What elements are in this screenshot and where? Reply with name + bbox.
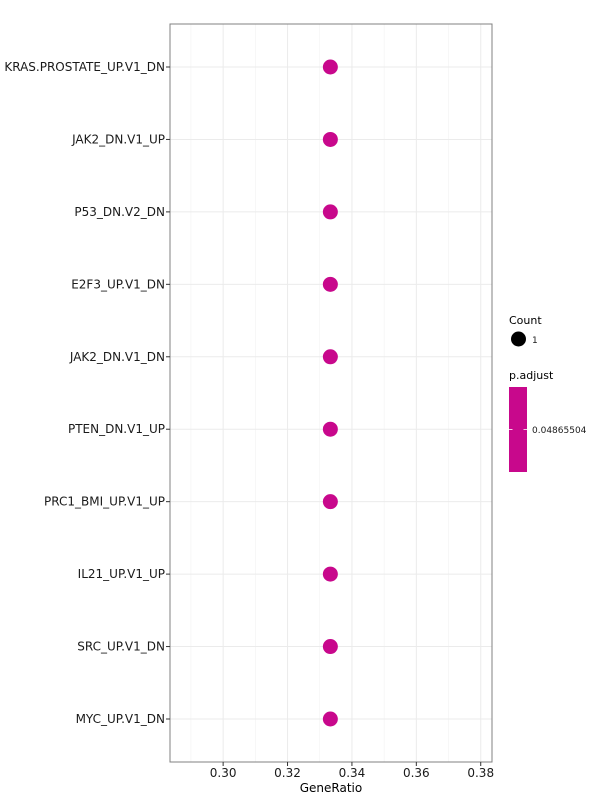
y-tick-label: MYC_UP.V1_DN [76, 712, 165, 726]
data-point [322, 276, 338, 292]
x-tick-label: 0.30 [210, 766, 237, 780]
plot-panel-border [169, 23, 493, 763]
legend: Count 1 p.adjust 0.04865504 [509, 314, 587, 472]
data-point [322, 566, 338, 582]
legend-padjust-title: p.adjust [509, 369, 554, 382]
data-point [322, 59, 338, 75]
x-tick-label: 0.38 [467, 766, 494, 780]
y-tick-label: IL21_UP.V1_UP [78, 567, 165, 581]
data-point [322, 204, 338, 220]
legend-count-label: 1 [532, 336, 538, 346]
x-tick-label: 0.32 [274, 766, 301, 780]
y-tick-label: KRAS.PROSTATE_UP.V1_DN [4, 60, 165, 74]
legend-count-key [511, 331, 526, 347]
data-points [322, 59, 338, 727]
y-tick-label: SRC_UP.V1_DN [77, 640, 165, 654]
x-axis: 0.30 0.32 0.34 0.36 0.38 [210, 762, 494, 780]
y-tick-label: JAK2_DN.V1_DN [69, 350, 165, 364]
x-tick-label: 0.36 [403, 766, 430, 780]
data-point [322, 639, 338, 655]
y-tick-label: P53_DN.V2_DN [74, 205, 165, 219]
data-point [322, 421, 338, 437]
y-tick-label: PTEN_DN.V1_UP [68, 422, 165, 436]
data-point [322, 349, 338, 365]
data-point [322, 131, 338, 147]
x-tick-label: 0.34 [339, 766, 366, 780]
y-tick-label: PRC1_BMI_UP.V1_UP [44, 495, 165, 509]
y-tick-label: JAK2_DN.V1_UP [71, 132, 165, 146]
data-point [322, 494, 338, 510]
legend-padjust-colorbar [509, 387, 527, 472]
y-axis: KRAS.PROSTATE_UP.V1_DN JAK2_DN.V1_UP P53_D… [4, 60, 170, 726]
data-point [322, 711, 338, 727]
x-axis-title: GeneRatio [300, 781, 362, 795]
y-tick-label: E2F3_UP.V1_DN [71, 277, 165, 291]
legend-count-title: Count [509, 314, 542, 327]
legend-padjust-label: 0.04865504 [532, 426, 587, 436]
